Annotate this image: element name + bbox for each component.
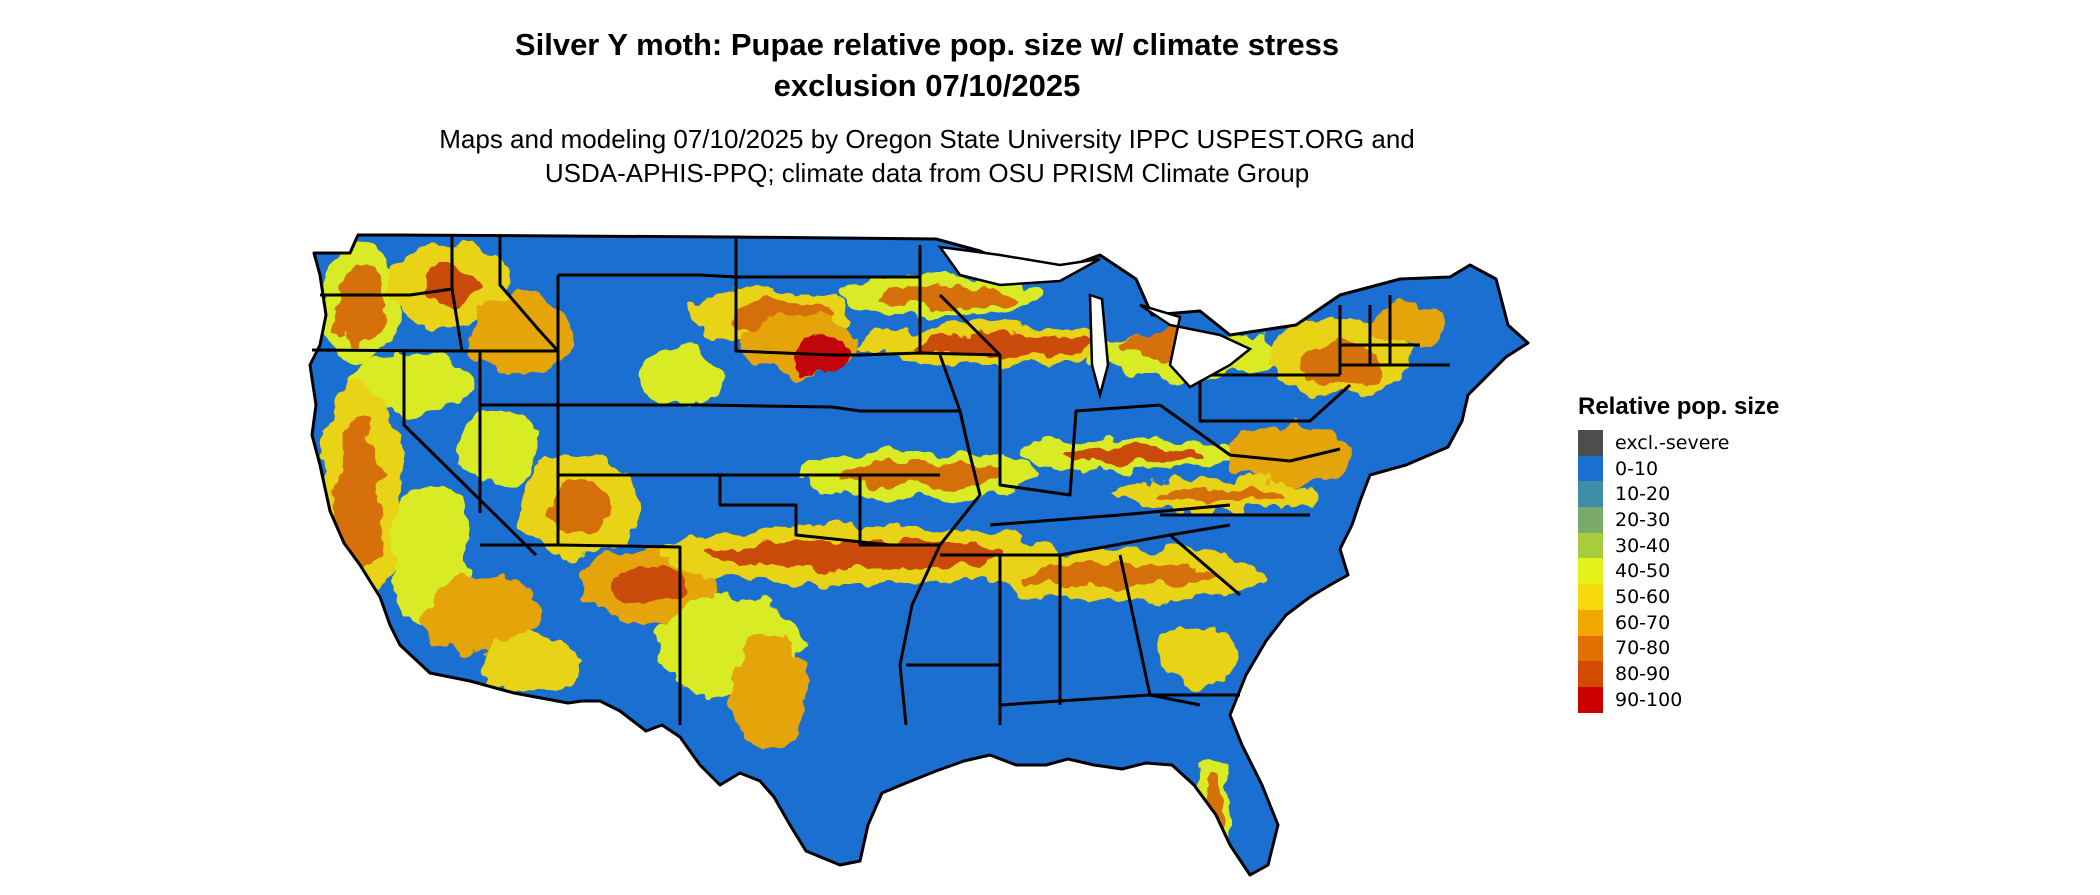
border-mo-ar bbox=[858, 475, 940, 547]
legend-item: 50-60 bbox=[1578, 584, 1779, 610]
border-mississippi bbox=[898, 354, 982, 726]
border-va-wv-md bbox=[1159, 403, 1341, 463]
border-ne-ks bbox=[699, 403, 861, 413]
legend-item: 0-10 bbox=[1578, 455, 1779, 482]
map-title-line-1: Silver Y moth: Pupae relative pop. size … bbox=[514, 27, 1340, 62]
border-dakotas-east bbox=[734, 237, 833, 357]
legend-item: 80-90 bbox=[1578, 661, 1779, 687]
legend-title: Relative pop. size bbox=[1578, 393, 1780, 420]
lake-huron-erie bbox=[1139, 303, 1253, 389]
legend-label: 80-90 bbox=[1615, 663, 1671, 686]
legend-label: 10-20 bbox=[1615, 483, 1671, 506]
map-subtitle-line-1: Maps and modeling 07/10/2025 by Oregon S… bbox=[439, 124, 1415, 154]
legend-swatch bbox=[1578, 430, 1603, 456]
legend-label: 60-70 bbox=[1615, 611, 1671, 634]
legend-swatch bbox=[1578, 532, 1603, 559]
legend-swatch bbox=[1578, 558, 1603, 585]
border-ms-al-ga bbox=[998, 554, 1152, 725]
legend-item: 70-80 bbox=[1578, 635, 1779, 662]
border-id-mt-wy bbox=[498, 237, 560, 353]
border-wi-il-mi bbox=[938, 293, 1002, 411]
border-il-in-oh bbox=[998, 403, 1161, 497]
legend-label: 20-30 bbox=[1615, 508, 1671, 531]
legend-swatch bbox=[1578, 635, 1603, 662]
legend-item: 90-100 bbox=[1578, 686, 1779, 713]
border-ok-tx bbox=[718, 475, 891, 547]
legend-item: 20-30 bbox=[1578, 507, 1779, 533]
border-mn-ia bbox=[832, 351, 1001, 357]
border-four-corners bbox=[557, 543, 682, 725]
border-ga-fl-sc bbox=[1150, 533, 1241, 697]
legend-label: 30-40 bbox=[1615, 534, 1671, 557]
legend-label: 50-60 bbox=[1615, 585, 1671, 608]
lake-superior bbox=[937, 245, 1101, 287]
legend-item: 60-70 bbox=[1578, 609, 1779, 636]
legend-item: excl.-severe bbox=[1578, 430, 1779, 456]
country-outline bbox=[308, 233, 1530, 877]
legend-label: excl.-severe bbox=[1615, 431, 1730, 454]
us-population-map bbox=[308, 233, 1530, 877]
legend-items: excl.-severe 0-10 10-20 20-30 30-40 40-50 50-6… bbox=[1578, 430, 1779, 713]
map-subtitle-line-2: USDA-APHIS-PPQ; climate data from OSU PR… bbox=[544, 158, 1310, 188]
legend-item: 40-50 bbox=[1578, 558, 1779, 585]
border-new-england bbox=[1338, 295, 1450, 375]
border-ca-nv bbox=[402, 351, 538, 557]
border-ky-tn bbox=[989, 503, 1231, 527]
legend-item: 30-40 bbox=[1578, 532, 1779, 559]
legend-swatch bbox=[1578, 455, 1603, 482]
legend-label: 90-100 bbox=[1615, 688, 1683, 711]
map-subtitle: Maps and modeling 07/10/2025 by Oregon S… bbox=[0, 122, 1854, 190]
great-lakes bbox=[937, 245, 1253, 400]
lake-michigan bbox=[1088, 293, 1110, 400]
legend-swatch bbox=[1578, 584, 1603, 610]
state-borders bbox=[308, 233, 1530, 877]
map-title: Silver Y moth: Pupae relative pop. size … bbox=[0, 24, 1854, 106]
border-pacific-interior bbox=[450, 237, 464, 352]
legend-swatch bbox=[1578, 609, 1603, 636]
legend-item: 10-20 bbox=[1578, 481, 1779, 508]
legend-swatch bbox=[1578, 661, 1603, 687]
border-wa-or bbox=[320, 287, 453, 297]
legend-label: 0-10 bbox=[1615, 457, 1659, 480]
legend-swatch bbox=[1578, 481, 1603, 508]
map-legend: Relative pop. size excl.-severe 0-10 10-20… bbox=[1578, 392, 1779, 713]
border-pa-ny bbox=[1198, 351, 1352, 423]
border-mt-wy bbox=[558, 273, 737, 279]
legend-label: 70-80 bbox=[1615, 637, 1671, 660]
legend-swatch bbox=[1578, 507, 1603, 533]
legend-swatch bbox=[1578, 686, 1603, 713]
map-title-line-2: exclusion 07/10/2025 bbox=[773, 68, 1081, 103]
border-or-ca-nv-id bbox=[311, 348, 558, 353]
legend-label: 40-50 bbox=[1615, 560, 1671, 583]
